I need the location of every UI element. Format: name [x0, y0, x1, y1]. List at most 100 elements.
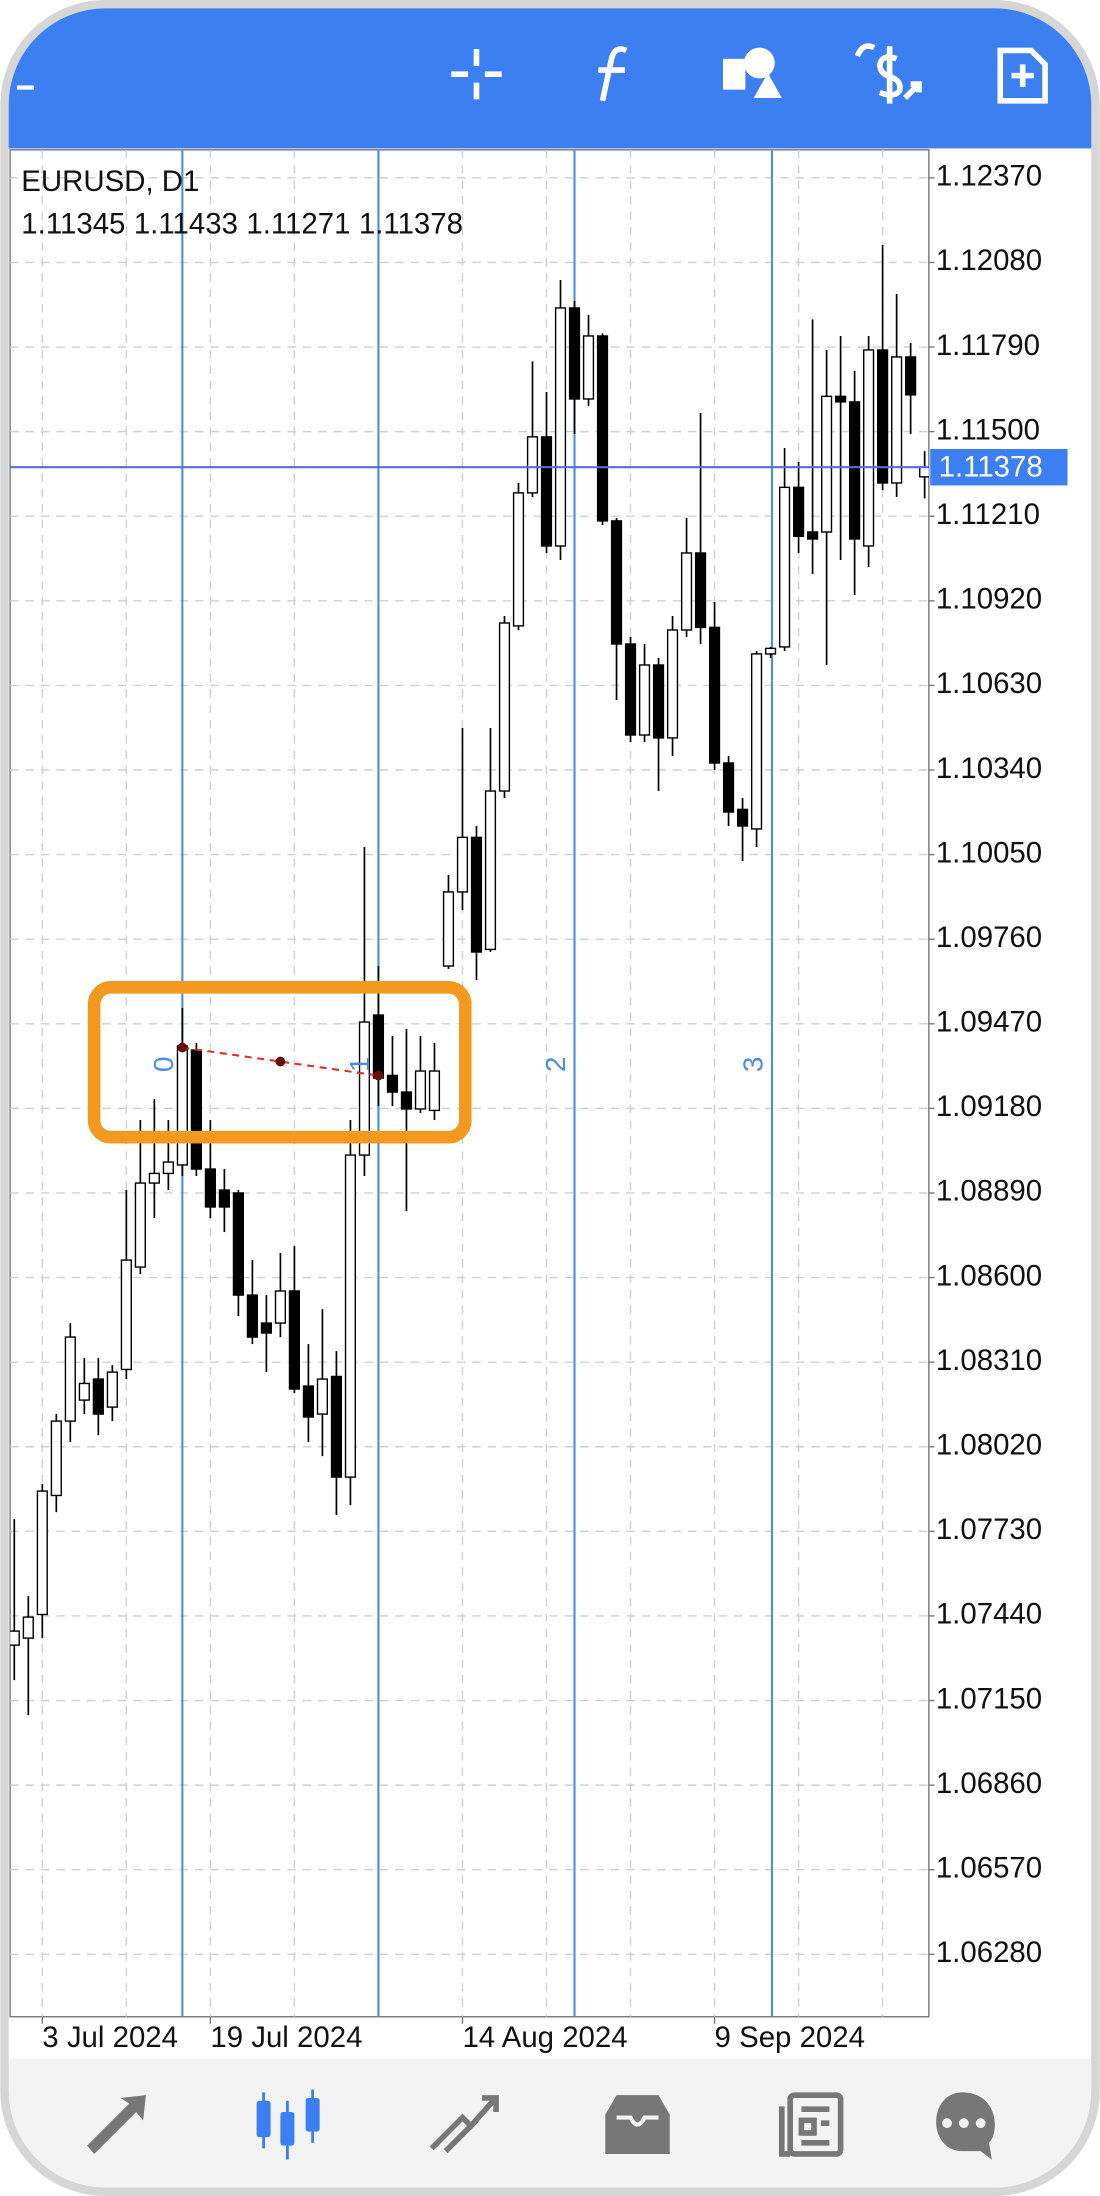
ohlc-high: 1.11433 — [134, 207, 238, 240]
y-tick-label: 1.07730 — [936, 1513, 1042, 1546]
candle-body — [386, 1074, 399, 1093]
trend-point — [275, 1056, 286, 1067]
candle-body — [190, 1049, 202, 1170]
candle-body — [708, 626, 721, 764]
candle-body — [36, 1490, 48, 1616]
candle-body — [750, 653, 763, 830]
trend-line — [182, 1046, 379, 1077]
trend-point — [177, 1042, 188, 1053]
y-tick-label: 1.10920 — [936, 583, 1042, 616]
ohlc-open: 1.11345 — [21, 207, 125, 240]
ohlc-line: 1.11345 1.11433 1.11271 1.11378 — [21, 207, 463, 240]
candle-body — [260, 1322, 272, 1334]
nav-news[interactable] — [778, 2092, 844, 2157]
candle-body — [792, 486, 805, 538]
cycle-label: 3 — [738, 1057, 769, 1073]
candle-body — [863, 349, 875, 547]
y-tick-label: 1.11210 — [936, 498, 1040, 531]
candle-body — [540, 436, 553, 547]
candle-body — [274, 1290, 287, 1324]
candle-body — [414, 1070, 427, 1110]
candle-body — [652, 664, 665, 739]
candle-body — [456, 836, 469, 893]
y-tick-label: 1.08600 — [936, 1259, 1042, 1292]
y-tick-label: 1.08310 — [936, 1344, 1042, 1377]
candle-body — [22, 1616, 34, 1639]
menu-icon[interactable] — [17, 85, 34, 90]
candle-body — [568, 307, 581, 400]
y-tick-label: 1.06570 — [936, 1851, 1042, 1884]
candle-body — [134, 1182, 146, 1268]
y-tick-label: 1.09470 — [936, 1006, 1042, 1039]
candle-body — [905, 356, 917, 396]
candle-body — [764, 647, 777, 655]
trade-icon[interactable] — [854, 43, 922, 104]
candle-body — [638, 664, 651, 736]
candle-body — [316, 1378, 329, 1415]
candle-body — [736, 808, 749, 827]
y-tick-label: 1.11790 — [936, 329, 1040, 362]
candle-body — [400, 1091, 413, 1110]
candle-body — [232, 1192, 244, 1296]
candle-body — [470, 836, 483, 953]
nav-quotes[interactable] — [87, 2095, 146, 2154]
crosshair-icon[interactable] — [451, 49, 502, 100]
chart-title: EURUSD, D1 — [21, 165, 199, 198]
x-tick-label: 3 Jul 2024 — [42, 2021, 178, 2054]
y-tick-label: 1.09760 — [936, 921, 1042, 954]
candle-body — [246, 1294, 258, 1338]
new-order-icon[interactable] — [997, 47, 1048, 104]
candle-body — [50, 1420, 62, 1497]
candle-body — [10, 1630, 20, 1646]
candle-body — [919, 466, 929, 478]
candle-body — [302, 1385, 315, 1418]
cycle-label: 1 — [344, 1057, 375, 1073]
candle-body — [666, 629, 679, 739]
nav-chat[interactable] — [936, 2092, 995, 2160]
ohlc-close: 1.11378 — [359, 207, 463, 240]
candle-body — [162, 1161, 174, 1175]
cycle-label: 0 — [148, 1057, 179, 1073]
candle-body — [835, 395, 847, 403]
nav-trade[interactable] — [429, 2095, 499, 2154]
candle-body — [554, 307, 567, 547]
candle-body — [288, 1290, 301, 1390]
y-tick-label: 1.12370 — [936, 160, 1042, 193]
candle-body — [722, 762, 735, 813]
nav-chart[interactable] — [256, 2089, 320, 2160]
trend-point — [373, 1070, 384, 1081]
candle-body — [92, 1378, 104, 1415]
candle-body — [610, 520, 623, 645]
candle-body — [526, 436, 539, 494]
y-tick-label: 1.07440 — [936, 1598, 1042, 1631]
candle-body — [78, 1382, 90, 1401]
candle-body — [218, 1189, 230, 1208]
candle-body — [596, 335, 609, 522]
candle-body — [680, 552, 693, 631]
candle-body — [582, 335, 595, 400]
candle-body — [358, 1021, 371, 1156]
candle-body — [64, 1336, 76, 1422]
y-tick-label: 1.08020 — [936, 1429, 1042, 1462]
candle-body — [106, 1371, 118, 1408]
y-tick-label: 1.06280 — [936, 1936, 1042, 1969]
bottom-nav — [4, 2058, 1096, 2192]
price-tag-label: 1.11378 — [939, 450, 1043, 483]
y-tick-label: 1.10630 — [936, 667, 1042, 700]
candle-body — [442, 891, 455, 967]
candle-body — [624, 643, 637, 736]
indicator-icon[interactable] — [598, 46, 628, 102]
candle-body — [120, 1259, 132, 1371]
candle-body — [891, 356, 903, 484]
candle-body — [204, 1168, 216, 1208]
price-tag — [930, 449, 1068, 486]
candle-body — [694, 552, 707, 629]
objects-icon[interactable] — [722, 47, 782, 99]
candle-body — [512, 492, 525, 627]
y-tick-label: 1.09180 — [936, 1090, 1042, 1123]
nav-history[interactable] — [605, 2095, 670, 2154]
